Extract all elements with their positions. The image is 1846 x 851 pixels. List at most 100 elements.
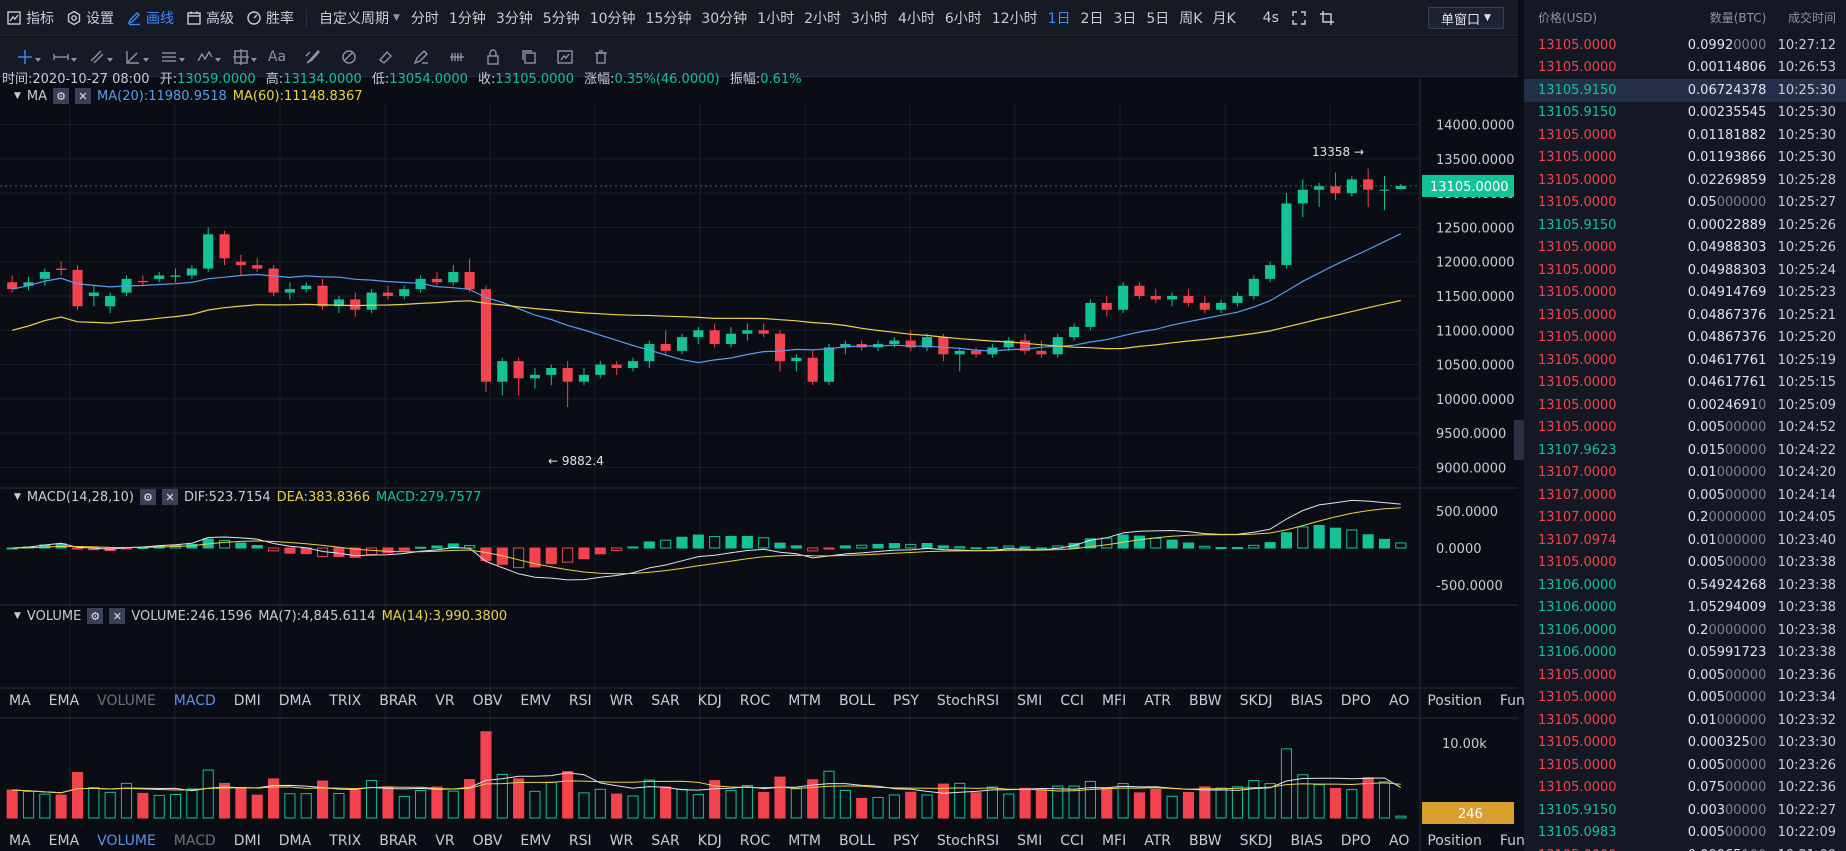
advanced-button[interactable]: 高级	[180, 0, 240, 36]
indicator-tab-wr[interactable]: WR	[609, 693, 634, 709]
period-6[interactable]: 30分钟	[701, 10, 748, 27]
settings-button[interactable]: 设置	[60, 0, 120, 36]
indicator-tab-bias[interactable]: BIAS	[1290, 833, 1323, 849]
indicator-tab-kdj[interactable]: KDJ	[697, 693, 722, 709]
period-3[interactable]: 5分钟	[542, 10, 580, 27]
ma-close-icon[interactable]: ✕	[75, 88, 92, 104]
indicator-tab-psy[interactable]: PSY	[893, 833, 919, 849]
indicator-tab-dmi[interactable]: DMI	[233, 693, 261, 709]
indicator-tab-macd[interactable]: MACD	[173, 833, 216, 849]
period-17[interactable]: 周K	[1179, 10, 1203, 27]
volume-close-icon[interactable]: ✕	[109, 608, 126, 624]
period-4[interactable]: 10分钟	[589, 10, 636, 27]
period-1[interactable]: 1分钟	[448, 10, 486, 27]
trend-line-tool[interactable]	[80, 42, 114, 72]
indicator-tab-volume[interactable]: VOLUME	[97, 833, 156, 849]
copy-tool[interactable]	[512, 42, 546, 72]
magnet-tool[interactable]	[332, 42, 366, 72]
indicator-tab-trix[interactable]: TRIX	[329, 833, 362, 849]
indicator-tab-brar[interactable]: BRAR	[379, 693, 418, 709]
indicator-tab-atr[interactable]: ATR	[1144, 693, 1171, 709]
indicator-tab-mtm[interactable]: MTM	[788, 693, 822, 709]
indicator-tab-ma[interactable]: MA	[9, 833, 31, 849]
collapse-icon[interactable]: ▼	[14, 611, 21, 621]
indicator-tab-psy[interactable]: PSY	[893, 693, 919, 709]
wave-tool[interactable]	[188, 42, 222, 72]
indicator-tab-kdj[interactable]: KDJ	[697, 833, 722, 849]
angle-tool[interactable]	[116, 42, 150, 72]
indicator-tab-position[interactable]: Position	[1427, 833, 1482, 849]
indicator-tab-stochrsi[interactable]: StochRSI	[936, 693, 1000, 709]
channel-tool[interactable]	[152, 42, 186, 72]
indicator-tab-brar[interactable]: BRAR	[379, 833, 418, 849]
indicator-tab-cci[interactable]: CCI	[1060, 833, 1084, 849]
brush-tool[interactable]	[296, 42, 330, 72]
period-12[interactable]: 12小时	[991, 10, 1038, 27]
period-14[interactable]: 2日	[1080, 10, 1104, 27]
indicator-tab-mfi[interactable]: MFI	[1101, 833, 1127, 849]
indicator-tab-obv[interactable]: OBV	[472, 833, 503, 849]
ma-settings-icon[interactable]: ⚙	[53, 88, 70, 104]
period-5[interactable]: 15分钟	[645, 10, 692, 27]
indicator-tab-vr[interactable]: VR	[435, 693, 455, 709]
period-0[interactable]: 分时	[410, 10, 439, 27]
indicator-tab-obv[interactable]: OBV	[472, 693, 503, 709]
layout-4s-button[interactable]: 4s	[1257, 0, 1285, 36]
indicator-tab-cci[interactable]: CCI	[1060, 693, 1084, 709]
indicator-tab-trix[interactable]: TRIX	[329, 693, 362, 709]
indicator-tab-ema[interactable]: EMA	[48, 693, 80, 709]
indicator-tab-wr[interactable]: WR	[609, 833, 634, 849]
indicator-tab-emv[interactable]: EMV	[520, 833, 551, 849]
indicator-tab-bias[interactable]: BIAS	[1290, 693, 1323, 709]
indicator-tab-position[interactable]: Position	[1427, 693, 1482, 709]
indicator-tab-stochrsi[interactable]: StochRSI	[936, 833, 1000, 849]
indicator-tab-rsi[interactable]: RSI	[568, 693, 592, 709]
indicator-tab-boll[interactable]: BOLL	[839, 693, 875, 709]
period-2[interactable]: 3分钟	[495, 10, 533, 27]
lock-tool[interactable]	[476, 42, 510, 72]
period-13[interactable]: 1日	[1047, 10, 1071, 27]
custom-period-dropdown[interactable]: 自定义周期 ▼	[313, 0, 406, 36]
period-10[interactable]: 4小时	[897, 10, 935, 27]
indicator-tab-dpo[interactable]: DPO	[1340, 833, 1371, 849]
eraser-tool[interactable]	[368, 42, 402, 72]
volume-settings-icon[interactable]: ⚙	[87, 608, 104, 624]
period-8[interactable]: 2小时	[804, 10, 842, 27]
indicator-tab-skdj[interactable]: SKDJ	[1239, 693, 1273, 709]
chart-area[interactable]: 14000.000013500.000013000.000012500.0000…	[0, 72, 1563, 851]
indicator-tab-smi[interactable]: SMI	[1017, 833, 1043, 849]
indicator-tab-skdj[interactable]: SKDJ	[1239, 833, 1273, 849]
delete-tool[interactable]	[584, 42, 618, 72]
period-7[interactable]: 1小时	[757, 10, 795, 27]
screenshot-button[interactable]	[1313, 0, 1341, 36]
splitter-handle[interactable]	[1514, 420, 1524, 460]
grid-tool[interactable]	[224, 42, 258, 72]
indicator-tab-ao[interactable]: AO	[1389, 833, 1410, 849]
pen-tool[interactable]	[404, 42, 438, 72]
indicator-tab-ma[interactable]: MA	[9, 693, 31, 709]
indicator-tab-emv[interactable]: EMV	[520, 693, 551, 709]
macd-settings-icon[interactable]: ⚙	[139, 489, 156, 505]
period-18[interactable]: 月K	[1212, 10, 1236, 27]
winrate-button[interactable]: 胜率	[240, 0, 300, 36]
indicator-tab-volume[interactable]: VOLUME	[97, 693, 156, 709]
collapse-icon[interactable]: ▼	[14, 91, 21, 101]
indicator-tab-dma[interactable]: DMA	[278, 693, 312, 709]
indicator-tab-sar[interactable]: SAR	[651, 693, 680, 709]
collapse-icon[interactable]: ▼	[14, 492, 21, 502]
text-tool[interactable]: Aa	[260, 42, 294, 72]
indicator-tab-ema[interactable]: EMA	[48, 833, 80, 849]
period-15[interactable]: 3日	[1113, 10, 1137, 27]
indicator-tab-sar[interactable]: SAR	[651, 833, 680, 849]
indicator-tab-bbw[interactable]: BBW	[1189, 693, 1222, 709]
indicator-tab-roc[interactable]: ROC	[739, 693, 771, 709]
indicator-tab-macd[interactable]: MACD	[173, 693, 216, 709]
horizontal-line-tool[interactable]	[44, 42, 78, 72]
indicator-tab-ao[interactable]: AO	[1389, 693, 1410, 709]
period-11[interactable]: 6小时	[944, 10, 982, 27]
indicator-tab-boll[interactable]: BOLL	[839, 833, 875, 849]
indicator-tab-atr[interactable]: ATR	[1144, 833, 1171, 849]
period-9[interactable]: 3小时	[851, 10, 888, 27]
indicator-tab-vr[interactable]: VR	[435, 833, 455, 849]
template-tool[interactable]	[548, 42, 582, 72]
